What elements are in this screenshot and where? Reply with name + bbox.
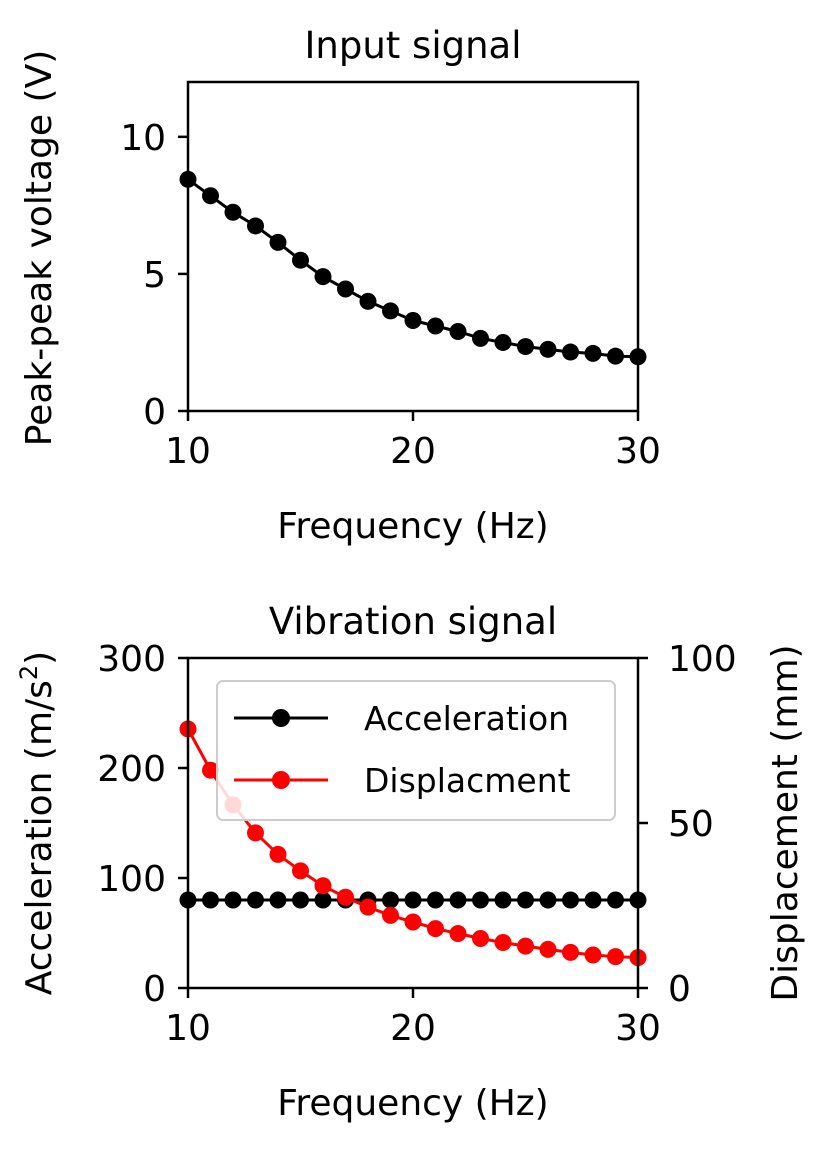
legend-box — [216, 680, 616, 821]
data-point-acceleration — [404, 891, 422, 909]
data-point-displacment — [562, 943, 579, 961]
data-point-acceleration — [449, 891, 467, 909]
data-point-displacment — [292, 862, 309, 880]
chart2-series — [179, 720, 647, 967]
data-point-series-0 — [494, 333, 512, 351]
data-point-displacment — [472, 930, 489, 947]
data-point-acceleration — [562, 891, 579, 909]
data-point-displacment — [247, 824, 264, 842]
x-tick-label: 20 — [390, 1008, 436, 1049]
data-point-displacment — [607, 948, 624, 966]
chart1-ticks: 10 20 30 0 5 10 — [120, 118, 661, 472]
data-point-acceleration — [247, 891, 264, 909]
chart2-plot-frame — [186, 656, 640, 990]
x-tick-label: 20 — [390, 431, 436, 472]
chart1-ylabel: Peak-peak voltage (V) — [19, 50, 60, 447]
data-point-acceleration — [539, 891, 557, 909]
legend-marker-displacement — [272, 771, 290, 789]
chart2-ylabel-end: ) — [19, 651, 60, 665]
chart-vibration-signal: Vibration signal 10 20 300100200300050100 … — [15, 600, 806, 1124]
y-tick-label: 100 — [97, 859, 166, 900]
data-point-acceleration — [382, 891, 399, 909]
data-point-acceleration — [292, 891, 309, 909]
data-point-displacment — [449, 925, 467, 943]
data-point-series-0 — [337, 280, 354, 298]
data-point-series-0 — [517, 338, 534, 356]
legend-label-displacement: Displacment — [364, 761, 571, 800]
data-point-series-0 — [404, 312, 422, 330]
chart2-xlabel: Frequency (Hz) — [277, 1083, 548, 1124]
legend-label-acceleration: Acceleration — [364, 699, 569, 738]
y-tick-label: 10 — [120, 118, 166, 159]
x-tick-label: 30 — [615, 431, 661, 472]
data-point-series-0 — [449, 322, 467, 340]
y2-tick-label: 50 — [668, 804, 714, 845]
data-point-series-0 — [202, 187, 219, 205]
y2-tick-label: 0 — [668, 969, 691, 1010]
chart1-series — [179, 170, 647, 366]
data-point-series-0 — [607, 347, 624, 365]
data-point-displacment — [427, 920, 444, 938]
data-point-series-0 — [269, 233, 287, 251]
legend-marker-acceleration — [272, 709, 290, 727]
data-point-displacment — [337, 888, 354, 906]
data-point-series-0 — [247, 217, 264, 235]
chart1-plot-frame — [186, 80, 640, 413]
chart2-ylabel-main: Acceleration (m/s — [19, 680, 60, 995]
chart-input-signal: Input signal 10 20 30 0 5 10 Frequency (Hz) P… — [19, 24, 661, 547]
y-tick-label: 300 — [97, 639, 166, 680]
data-point-acceleration — [607, 891, 624, 909]
data-point-series-0 — [562, 343, 579, 361]
series-line-series-0 — [187, 178, 639, 359]
data-point-displacment — [269, 845, 287, 863]
data-point-series-0 — [584, 344, 602, 362]
data-point-series-0 — [224, 203, 242, 221]
data-point-series-0 — [427, 317, 444, 335]
data-point-displacment — [517, 937, 534, 955]
data-point-displacment — [202, 761, 219, 779]
chart2-legend: Acceleration Displacment — [216, 680, 616, 821]
data-point-series-0 — [472, 329, 489, 347]
y-tick-label: 5 — [143, 255, 166, 296]
data-point-acceleration — [494, 891, 512, 909]
data-point-displacment — [382, 906, 399, 924]
y-tick-label: 0 — [143, 392, 166, 433]
chart1-xlabel: Frequency (Hz) — [277, 506, 548, 547]
x-tick-label: 10 — [165, 1008, 211, 1049]
data-point-series-0 — [382, 302, 399, 320]
data-point-series-0 — [292, 251, 309, 269]
x-tick-label: 30 — [615, 1008, 661, 1049]
data-point-acceleration — [584, 891, 602, 909]
data-point-acceleration — [202, 891, 219, 909]
data-point-acceleration — [472, 891, 489, 909]
data-point-acceleration — [427, 891, 444, 909]
data-point-displacment — [584, 946, 602, 964]
data-point-acceleration — [517, 891, 534, 909]
data-point-acceleration — [269, 891, 287, 909]
chart2-ylabel: Acceleration (m/s2) — [15, 651, 60, 995]
chart2-ylabel-sup: 2 — [15, 665, 43, 680]
data-point-series-0 — [314, 268, 332, 286]
data-point-acceleration — [224, 891, 242, 909]
data-point-series-0 — [539, 340, 557, 358]
chart1-title: Input signal — [304, 24, 521, 67]
data-point-displacment — [359, 898, 377, 916]
data-point-displacment — [494, 933, 512, 951]
y2-tick-label: 100 — [668, 639, 737, 680]
chart2-y2label: Displacement (mm) — [765, 644, 806, 1001]
data-point-acceleration — [314, 891, 332, 909]
chart2-title: Vibration signal — [269, 600, 557, 643]
y-tick-label: 200 — [97, 749, 166, 790]
legend-entry-acceleration: Acceleration — [234, 699, 569, 738]
data-point-series-0 — [359, 292, 377, 310]
data-point-displacment — [404, 913, 422, 931]
x-tick-label: 10 — [165, 431, 211, 472]
y-tick-label: 0 — [143, 969, 166, 1010]
data-point-displacment — [314, 877, 332, 895]
legend-entry-displacement: Displacment — [234, 761, 571, 800]
data-point-displacment — [539, 940, 557, 958]
